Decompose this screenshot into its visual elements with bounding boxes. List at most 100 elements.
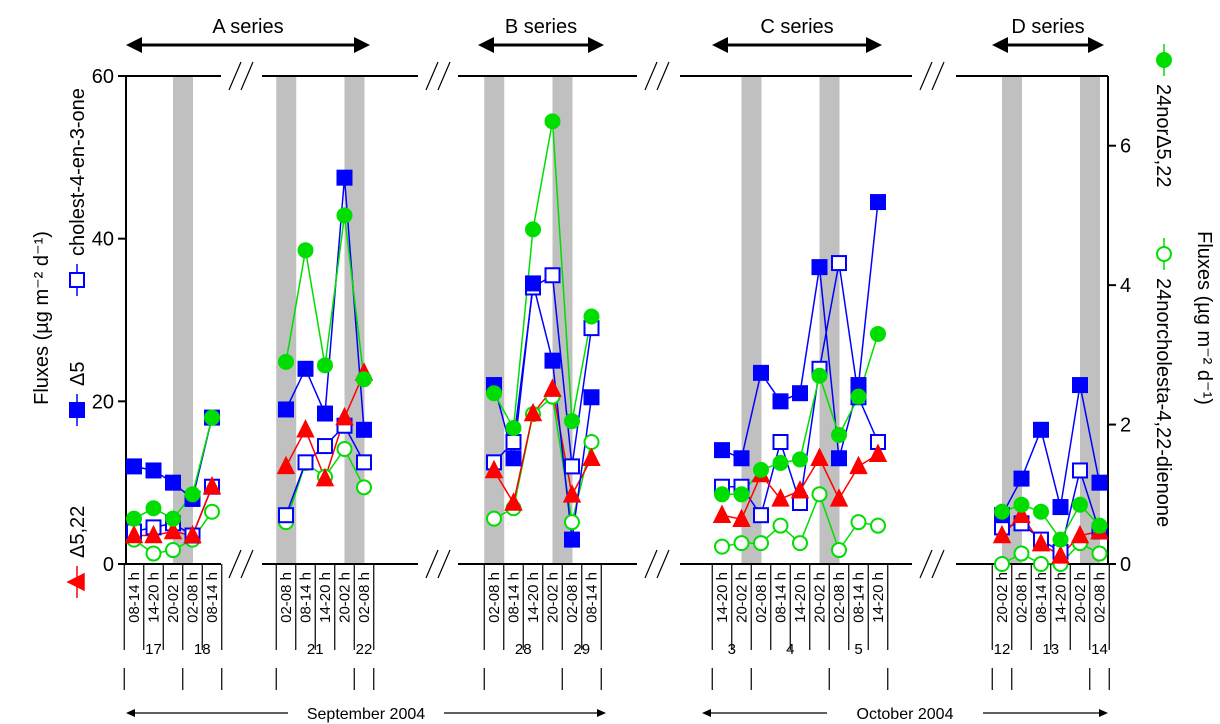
data-point: [992, 524, 1012, 544]
day-label: 13: [1042, 641, 1059, 658]
data-point: [184, 486, 201, 503]
data-point: [1013, 545, 1030, 562]
data-point: [336, 169, 353, 186]
data-point: [204, 409, 220, 426]
data-point: [204, 503, 220, 520]
data-point: [753, 535, 769, 552]
legend-item: 24norcholesta-4,22-dienone: [1152, 238, 1174, 527]
legend-label: 24norΔ5,22: [1152, 84, 1174, 187]
data-point: [1091, 545, 1108, 562]
data-point: [504, 492, 523, 511]
axis-break-mark: [931, 61, 945, 91]
data-point: [1070, 524, 1090, 544]
data-point: [583, 389, 600, 406]
axis-break-mark: [931, 549, 945, 579]
legend-item: Δ5: [67, 362, 89, 426]
x-tick-label: 14-20 h: [317, 572, 334, 623]
data-point: [772, 434, 789, 450]
night-band: [1002, 76, 1022, 564]
night-band: [276, 76, 297, 564]
data-point: [1072, 462, 1088, 479]
data-point: [792, 385, 808, 402]
data-point: [165, 474, 181, 491]
data-point: [994, 503, 1010, 520]
month-arrow-head: [597, 709, 606, 717]
series-header-label: D series: [1011, 16, 1084, 38]
axis-break-mark: [240, 549, 254, 579]
x-tick-label: 08-14 h: [506, 572, 523, 623]
night-band: [344, 76, 365, 564]
data-point: [810, 447, 829, 467]
right-tick-label: 0: [1120, 554, 1131, 576]
data-point: [505, 450, 522, 467]
data-point: [870, 194, 886, 211]
left-tick-label: 20: [92, 391, 114, 413]
legend-label: Δ5,22: [67, 506, 89, 558]
axis-break-mark: [425, 61, 439, 91]
x-tick-label: 20-02 h: [994, 572, 1011, 623]
x-tick-label: 08-14 h: [773, 572, 790, 623]
data-point: [753, 364, 769, 381]
x-tick-label: 08-14 h: [584, 572, 601, 623]
x-tick-label: 02-08 h: [185, 572, 202, 623]
day-label: 14: [1091, 641, 1108, 658]
axes: 0 20 40 60 0 2 4 6: [92, 61, 1131, 579]
data-point: [317, 357, 333, 374]
left-tick-label: 0: [103, 554, 114, 576]
data-point: [829, 488, 849, 507]
left-tick-label: 40: [92, 229, 114, 251]
data-point: [66, 572, 85, 592]
month-label-bg: [288, 701, 444, 724]
legend-label: cholest-4-en-3-one: [67, 88, 89, 256]
data-point: [165, 542, 181, 559]
data-point: [583, 434, 600, 450]
data-point: [1052, 531, 1069, 548]
x-tick-label: 20-02 h: [165, 572, 182, 623]
day-label: 4: [786, 641, 794, 658]
data-point: [69, 272, 85, 288]
data-point: [753, 461, 769, 478]
right-tick-label: 6: [1120, 136, 1131, 158]
data-point: [297, 360, 314, 377]
data-point: [790, 480, 810, 499]
legend-item: 24norΔ5,22: [1152, 44, 1174, 187]
night-band: [741, 76, 762, 564]
data-point: [733, 535, 750, 552]
data-point: [870, 517, 886, 534]
data-point: [543, 378, 562, 397]
left-y-axis-title: Fluxes (µg m⁻² d⁻¹): [31, 231, 53, 405]
data-point: [753, 507, 769, 524]
data-point: [525, 275, 541, 292]
series-header-arrow-head: [588, 37, 604, 53]
data-point: [276, 455, 296, 475]
series-line: [493, 387, 593, 506]
x-tick-label: 14-20 h: [714, 572, 731, 623]
axis-break-mark: [240, 61, 254, 91]
data-point: [145, 545, 162, 562]
x-tick-label: 02-08 h: [831, 572, 848, 623]
data-point: [165, 510, 181, 527]
data-point: [356, 454, 372, 471]
data-point: [564, 413, 580, 430]
x-tick-label: 14-20 h: [525, 572, 542, 623]
data-point: [126, 458, 142, 475]
series-header-arrow-head: [1088, 37, 1104, 53]
series-header-label: A series: [212, 16, 283, 38]
data-point: [771, 488, 790, 507]
data-point: [124, 524, 144, 544]
x-tick-label: 02-08 h: [278, 572, 295, 623]
data-point: [296, 419, 315, 438]
series-header-label: C series: [760, 16, 833, 38]
data-point: [1033, 503, 1049, 520]
axis-break-mark: [644, 61, 658, 91]
right-tick-label: 2: [1120, 415, 1131, 437]
data-point: [868, 443, 888, 462]
data-point: [486, 385, 502, 402]
x-tick-label: 02-08 h: [564, 572, 581, 623]
data-point: [69, 402, 85, 418]
data-point: [1012, 504, 1031, 523]
right-y-axis-title: Fluxes (µg m⁻² d⁻¹): [1193, 231, 1215, 405]
night-band: [173, 76, 193, 564]
x-tick-label: 08-14 h: [851, 572, 868, 623]
